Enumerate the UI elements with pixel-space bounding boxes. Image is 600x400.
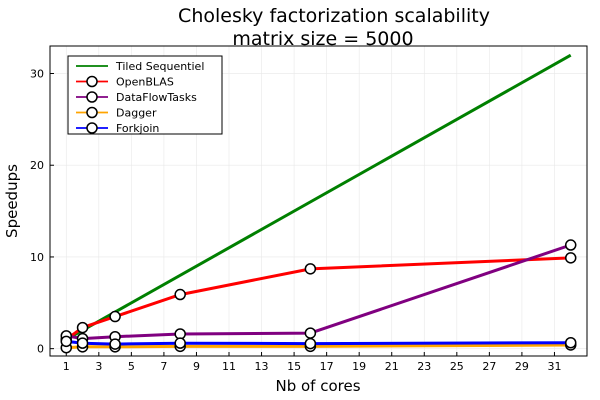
- y-tick-label: 30: [30, 68, 44, 81]
- y-axis-ticks: 0 10 20 30: [30, 68, 54, 356]
- y-tick-label: 0: [37, 343, 44, 356]
- x-tick-label: 21: [385, 360, 399, 373]
- openblas-point: [304, 263, 317, 275]
- x-tick-label: 17: [320, 360, 334, 373]
- x-tick-label: 19: [352, 360, 366, 373]
- openblas-point: [564, 252, 577, 264]
- x-axis-ticks: 1 3 5 7 9 11 13 15 17 19 21 23 25 27 29 31: [63, 352, 561, 373]
- forkjoin-point: [76, 337, 89, 349]
- openblas-point: [109, 310, 121, 323]
- series-tiled-sequentiel: [65, 53, 572, 341]
- x-tick-label: 27: [482, 360, 496, 373]
- dagger-line: [66, 343, 571, 350]
- x-tick-label: 25: [450, 360, 464, 373]
- series-group: [60, 53, 577, 354]
- x-tick-label: 15: [287, 360, 301, 373]
- legend-marker-forkjoin: [86, 122, 98, 134]
- forkjoin-point: [60, 335, 73, 348]
- y-tick-label: 20: [30, 159, 44, 172]
- x-tick-label: 23: [417, 360, 431, 373]
- y-axis-label: Speedups: [3, 164, 21, 238]
- legend-marker-dataflowtasks: [86, 91, 98, 103]
- plot-frame: [49, 45, 588, 357]
- dataflowtasks-point: [304, 327, 317, 339]
- forkjoin-point: [304, 337, 317, 350]
- grid-lines: [50, 46, 587, 356]
- series-dataflowtasks: [60, 239, 577, 345]
- legend-marker-dagger: [86, 106, 98, 119]
- dataflowtasks-point: [564, 239, 577, 251]
- x-axis-label: Nb of cores: [275, 377, 360, 395]
- legend-label-openblas: OpenBLAS: [116, 76, 174, 89]
- x-tick-label: 31: [547, 360, 561, 373]
- x-tick-label: 7: [160, 360, 167, 373]
- forkjoin-point: [564, 336, 577, 349]
- series-forkjoin: [60, 335, 577, 350]
- dataflowtasks-line: [66, 243, 572, 341]
- x-tick-label: 9: [193, 360, 200, 373]
- x-tick-label: 13: [255, 360, 269, 373]
- legend: Tiled Sequentiel OpenBLAS DataFlowTasks Dag…: [67, 55, 223, 135]
- x-tick-label: 29: [515, 360, 529, 373]
- openblas-point: [76, 321, 89, 334]
- x-tick-label: 1: [63, 360, 70, 373]
- forkjoin-line: [66, 339, 571, 346]
- legend-label-dataflowtasks: DataFlowTasks: [116, 91, 197, 104]
- tiled-sequentiel-line: [65, 53, 572, 341]
- chart-title: Cholesky factorization scalability: [178, 5, 490, 27]
- chart-subtitle: matrix size = 5000: [232, 28, 413, 50]
- legend-label-tiled-sequentiel: Tiled Sequentiel: [115, 60, 204, 73]
- x-tick-label: 11: [222, 360, 236, 373]
- forkjoin-point: [174, 337, 186, 349]
- legend-label-forkjoin: Forkjoin: [116, 122, 159, 135]
- legend-marker-openblas: [86, 75, 98, 88]
- forkjoin-point: [109, 338, 121, 350]
- legend-label-dagger: Dagger: [116, 107, 157, 120]
- y-tick-label: 10: [30, 251, 44, 264]
- openblas-point: [174, 288, 186, 301]
- x-tick-label: 5: [128, 360, 135, 373]
- x-tick-label: 3: [95, 360, 102, 373]
